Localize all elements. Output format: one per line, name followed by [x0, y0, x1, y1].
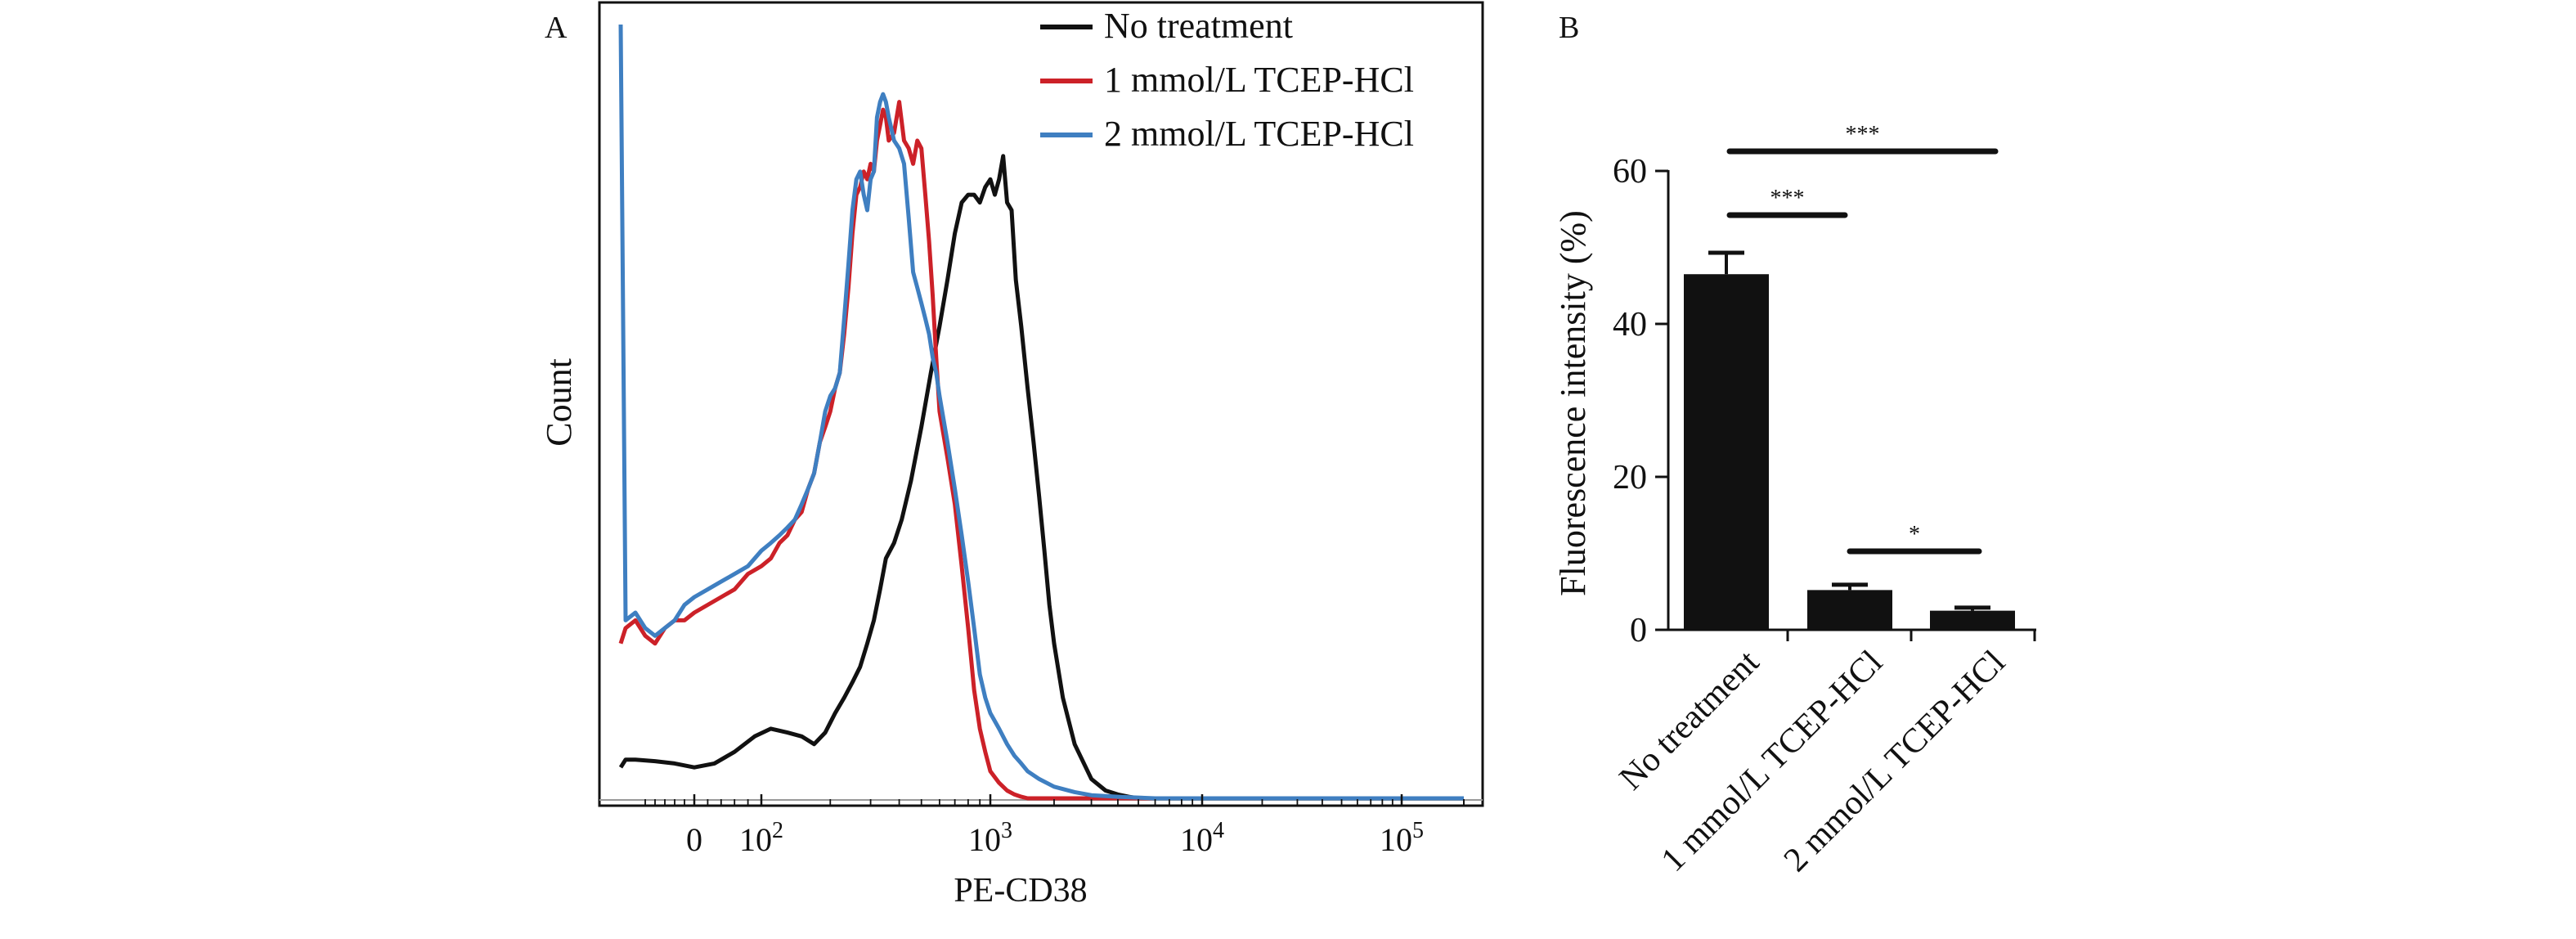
x-axis-ticks: 0 102 103 104 105	[644, 794, 1465, 858]
bar-y-tick-label: 40	[1613, 306, 1647, 344]
histogram-plot-frame	[598, 1, 1484, 807]
panel-a: A 0 102 103 104 105 PE-CD38 Count No treatme…	[539, 1, 1484, 910]
legend-label: No treatment	[1104, 6, 1293, 46]
x-tick-label: 103	[968, 818, 1012, 858]
x-tick-label: 102	[739, 818, 783, 858]
histogram-series-3	[618, 24, 1464, 801]
bar-y-tick-label: 60	[1613, 153, 1647, 191]
histogram-series-2	[618, 100, 1464, 801]
significance-brackets: *******	[1726, 122, 1999, 555]
significance-label: ***	[1770, 186, 1805, 211]
bar	[1930, 610, 2015, 630]
legend-label: 1 mmol/L TCEP-HCl	[1104, 60, 1414, 100]
bar-category-label: 1 mmol/L TCEP-HCl	[1654, 644, 1890, 879]
histogram-lines	[599, 24, 1483, 801]
significance-label: *	[1909, 522, 1920, 547]
bar-y-tick-label: 20	[1613, 459, 1647, 496]
panel-a-label: A	[545, 11, 568, 45]
legend: No treatment 1 mmol/L TCEP-HCl 2 mmol/L TC…	[1040, 6, 1414, 154]
x-tick-label: 104	[1180, 818, 1224, 858]
significance-label: ***	[1846, 122, 1880, 147]
x-axis-label: PE-CD38	[954, 872, 1087, 910]
bar	[1684, 274, 1769, 630]
x-tick-label: 0	[686, 821, 702, 858]
y-axis-label: Count	[539, 358, 579, 447]
panel-b-label: B	[1559, 11, 1579, 45]
bar	[1807, 590, 1892, 630]
bar-chart-axes: 0 20 40 60	[1613, 153, 2036, 649]
x-tick-label: 105	[1380, 818, 1424, 858]
legend-label: 2 mmol/L TCEP-HCl	[1104, 114, 1414, 154]
histogram-series-1	[618, 154, 1464, 801]
bar-y-axis-label: Fluorescence intensity (%)	[1553, 210, 1593, 596]
bar-y-tick-label: 0	[1630, 612, 1647, 649]
bar-category-label: 2 mmol/L TCEP-HCl	[1777, 644, 2013, 879]
